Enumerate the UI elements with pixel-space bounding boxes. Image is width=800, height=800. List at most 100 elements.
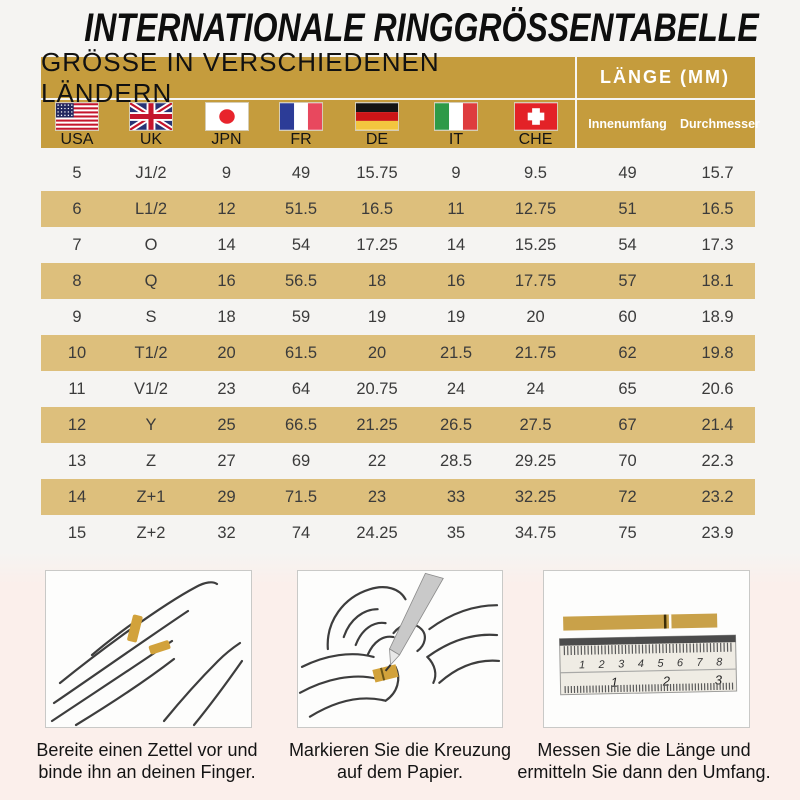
table-cell: 15.7 [701,163,734,182]
table-cell: 20 [217,343,236,362]
ruler-measurement-illustration: 1 2 3 4 5 6 7 8 1 2 3 [559,613,738,696]
paper-ring-band [372,664,399,683]
ruler-icon: 1 2 3 4 5 6 7 8 1 2 3 [559,634,738,696]
svg-text:3: 3 [618,658,625,670]
step2-illustration-box [297,570,503,728]
table-cell: 23 [367,487,387,506]
table-cell: 15.75 [356,163,398,182]
table-cell: 22.3 [701,451,734,470]
table-cell: 18 [367,271,387,290]
table-cell: 18 [217,307,236,326]
svg-text:2: 2 [662,673,671,688]
table-cell: Z [145,451,157,470]
table-cell: 20 [367,343,387,362]
table-cell: 29 [217,487,236,506]
table-cell: T1/2 [134,343,168,362]
table-cell: Z+2 [136,523,166,542]
country-column-header: JPN [189,100,264,148]
usa-flag-icon [55,101,99,131]
table-cell: 32 [217,523,236,542]
table-cell: 20 [526,307,545,326]
table-cell: 14 [217,235,236,254]
table-cell: 54 [291,235,311,254]
step1-illustration-box [45,570,252,728]
country-column-header: USA [41,100,113,148]
table-cell: 13 [67,451,87,470]
table-row: 6 L1/2 12 51.5 16.5 11 12.75 51 16.5 [41,191,755,227]
table-cell: 12.75 [514,199,557,218]
de-flag-icon [355,101,399,131]
table-cell: Z+1 [136,487,166,506]
table-cell: 16.5 [360,199,394,218]
table-cell: 26.5 [439,415,473,434]
country-column-header: UK [113,100,189,148]
table-header-columns: USA UK JPN FR DE IT CHE Innenumfang Durchmesse… [41,100,760,148]
table-cell: 17.25 [356,235,398,254]
page-title: INTERNATIONALE RINGGRÖSSENTABELLE [84,6,759,50]
table-cell: 51 [618,199,637,218]
country-code-label: JPN [211,130,242,148]
table-cell: 12 [217,199,236,218]
country-code-label: FR [290,130,312,148]
svg-text:4: 4 [638,658,644,670]
table-cell: 16.5 [701,199,734,218]
table-row: 13 Z 27 69 22 28.5 29.25 70 22.3 [41,443,755,479]
table-cell: 34.75 [514,523,557,542]
table-cell: 15 [67,523,87,542]
table-cell: 19 [446,307,466,326]
table-cell: 28.5 [439,451,473,470]
table-row: 8 Q 16 56.5 18 16 17.75 57 18.1 [41,263,755,299]
innenumfang-column-header: Innenumfang [588,117,667,131]
table-cell: 27.5 [519,415,552,434]
step1-caption: Bereite einen Zettel vor und binde ihn a… [36,740,258,782]
svg-text:1: 1 [579,659,585,671]
measured-paper-strip [563,613,718,631]
table-cell: 15.25 [514,235,557,254]
table-cell: 51.5 [284,199,318,218]
it-flag-icon [434,101,478,131]
hand-with-paper-strip-illustration [50,581,244,727]
table-cell: 21.4 [701,415,734,434]
table-cell: 20.6 [701,379,734,398]
fr-flag-icon [279,101,323,131]
svg-text:8: 8 [716,656,723,668]
table-cell: O [144,235,158,254]
table-cell: 32.25 [514,487,557,506]
table-cell: 49 [618,163,637,182]
header-length-mm: LÄNGE (MM) [600,67,730,87]
step3-caption: Messen Sie die Länge und ermitteln Sie d… [517,740,771,782]
table-cell: L1/2 [134,199,168,218]
table-cell: 19 [367,307,387,326]
table-cell: V1/2 [134,379,168,398]
table-cell: 57 [618,271,637,290]
table-cell: 9 [221,163,232,182]
country-column-header: IT [416,100,496,148]
svg-text:7: 7 [696,657,703,669]
table-cell: 49 [291,163,311,182]
table-row: 5 J1/2 9 49 15.75 9 9.5 49 15.7 [41,155,755,191]
table-cell: 19.8 [701,343,734,362]
country-code-label: DE [365,130,389,148]
table-row: 7 O 14 54 17.25 14 15.25 54 17.3 [41,227,755,263]
table-cell: 21.25 [356,415,398,434]
step2-caption: Markieren Sie die Kreuzung auf dem Papie… [288,740,512,782]
table-cell: 29.25 [514,451,557,470]
header-divider-line [41,98,755,100]
table-cell: 23 [217,379,236,398]
table-cell: 56.5 [284,271,318,290]
che-flag-icon [513,101,558,131]
country-code-label: CHE [518,130,553,148]
table-cell: 70 [618,451,637,470]
table-cell: 14 [446,235,466,254]
table-cell: 9 [451,163,461,182]
table-cell: 12 [67,415,87,434]
table-cell: 72 [618,487,637,506]
length-subheaders: Innenumfang Durchmesser [575,100,760,148]
table-cell: 17.3 [701,235,734,254]
table-row: 10 T1/2 20 61.5 20 21.5 21.75 62 19.8 [41,335,755,371]
table-cell: 75 [618,523,637,542]
table-cell: 59 [291,307,311,326]
table-cell: 33 [446,487,466,506]
table-row: 15 Z+2 32 74 24.25 35 34.75 75 23.9 [41,515,755,551]
